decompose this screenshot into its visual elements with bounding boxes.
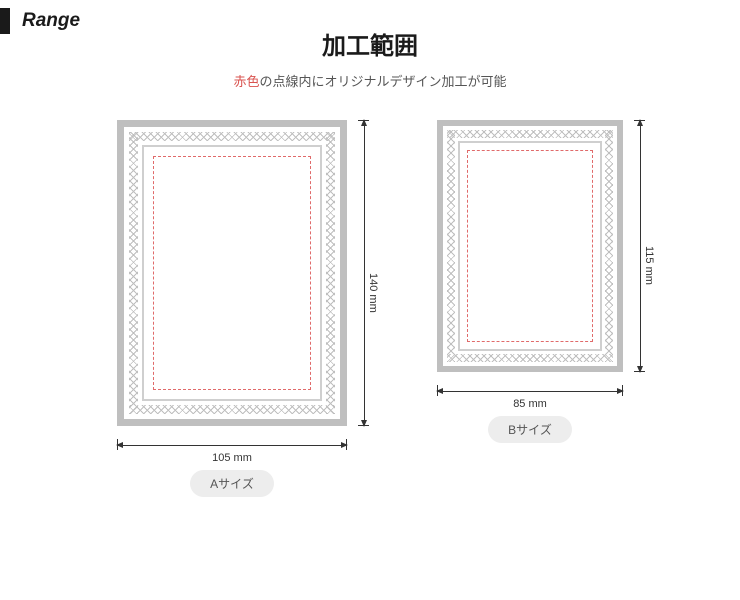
dim-b-height: 115 mm [639, 120, 640, 372]
dim-a-width-label: 105 mm [212, 452, 252, 464]
diagram-a-box: 140 mm 105 mm [117, 120, 347, 426]
size-a-pill: Aサイズ [190, 470, 274, 497]
diagram-b: 115 mm 85 mm Bサイズ [437, 120, 623, 497]
size-b-pill: Bサイズ [488, 416, 572, 443]
header-accent-bar [0, 8, 10, 34]
dim-b-width-label: 85 mm [513, 398, 547, 410]
subtitle-red: 赤色 [233, 74, 259, 89]
header-title: Range [22, 10, 80, 32]
dim-line-icon [364, 120, 365, 426]
dim-a-height: 140 mm [363, 120, 364, 426]
diagram-a: 140 mm 105 mm Aサイズ [117, 120, 347, 497]
dim-cap-icon [622, 385, 623, 396]
dim-cap-icon [346, 439, 347, 450]
subtitle-rest: の点線内にオリジナルデザイン加工が可能 [260, 74, 507, 89]
frame-a-dashed-area [153, 156, 311, 390]
frame-a-outer [117, 120, 347, 426]
dim-a-width: 105 mm [117, 444, 347, 445]
dim-b-width: 85 mm [437, 390, 623, 391]
dim-line-icon [437, 391, 623, 392]
dim-line-icon [117, 445, 347, 446]
dim-cap-icon [358, 425, 369, 426]
frame-b-outer [437, 120, 623, 372]
diagram-b-box: 115 mm 85 mm [437, 120, 623, 372]
dim-b-height-label: 115 mm [643, 246, 655, 285]
dim-a-height-label: 140 mm [367, 273, 379, 313]
dim-cap-icon [634, 371, 645, 372]
main-title: 加工範囲 [0, 26, 740, 61]
subtitle: 赤色の点線内にオリジナルデザイン加工が可能 [0, 71, 740, 90]
diagrams-row: 140 mm 105 mm Aサイズ 115 mm [0, 120, 740, 497]
frame-b-dashed-area [467, 150, 593, 342]
dim-line-icon [640, 120, 641, 372]
